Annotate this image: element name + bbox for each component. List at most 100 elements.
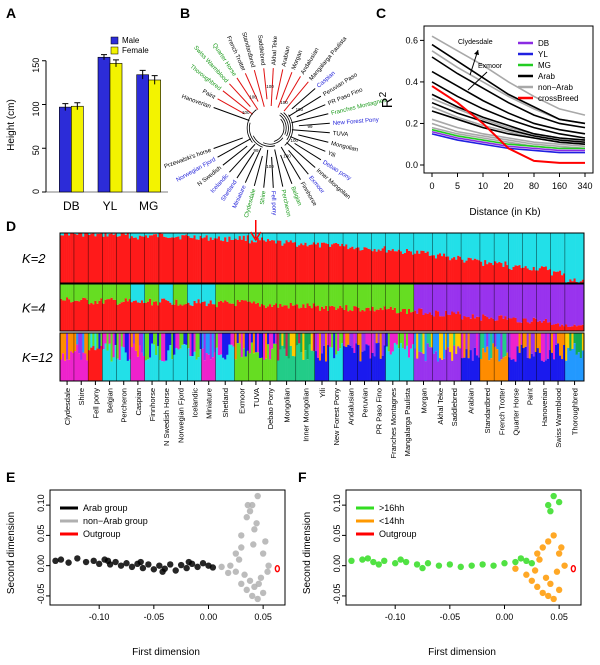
panel-d-ancestry-segment xyxy=(339,348,342,381)
panel-d-population-label: Belgian xyxy=(106,388,115,413)
panel-b-node-support: 99 xyxy=(253,148,259,153)
panel-d-ancestry-segment xyxy=(316,305,320,331)
panel-d-ancestry-segment xyxy=(418,253,421,283)
panel-d-ancestry-segment xyxy=(473,347,477,381)
panel-d-arrowhead xyxy=(250,231,262,242)
panel-d-ancestry-segment xyxy=(84,333,87,354)
panel-d-ancestry-segment xyxy=(66,359,69,381)
panel-d-ancestry-segment xyxy=(88,233,91,235)
panel-d-ancestry-segment xyxy=(201,284,204,303)
panel-d-ancestry-segment xyxy=(335,354,338,381)
panel-d-ancestry-segment xyxy=(102,303,105,331)
panel-d-ancestry-segment xyxy=(492,318,495,331)
panel-d-ancestry-segment xyxy=(430,347,434,381)
panel-d-ancestry-segment xyxy=(108,284,111,300)
panel-d-ancestry-segment xyxy=(475,355,479,381)
panel-d-ancestry-segment xyxy=(273,284,276,305)
panel-d-ancestry-segment xyxy=(347,233,350,250)
panel-d-ancestry-segment xyxy=(64,300,67,331)
panel-d-ancestry-segment xyxy=(506,233,509,266)
panel-e-y-tick-label: 0.05 xyxy=(36,525,46,543)
panel-f-data-point xyxy=(359,556,366,563)
panel-d-ancestry-segment xyxy=(343,346,346,381)
panel-d-ancestry-segment xyxy=(353,249,356,283)
panel-d-ancestry-segment xyxy=(516,333,519,347)
panel-d-ancestry-segment xyxy=(106,284,109,300)
panel-d-ancestry-segment xyxy=(327,333,330,346)
panel-d-ancestry-segment xyxy=(96,303,99,331)
panel-d-ancestry-segment xyxy=(62,235,65,283)
panel-d-ancestry-segment xyxy=(563,326,566,331)
panel-d-ancestry-segment xyxy=(548,233,552,270)
panel-d-ancestry-segment xyxy=(102,349,105,381)
panel-a-bar xyxy=(71,105,84,193)
panel-d-ancestry-segment xyxy=(432,255,436,283)
panel-d-ancestry-segment xyxy=(365,307,368,331)
panel-d-ancestry-segment xyxy=(76,234,79,283)
panel-d-ancestry-segment xyxy=(219,233,223,241)
panel-d-population-label: Quarter Horse xyxy=(512,388,521,436)
panel-d-ancestry-segment xyxy=(488,262,491,283)
panel-d-ancestry-segment xyxy=(416,313,419,331)
panel-d-ancestry-segment xyxy=(569,233,572,280)
panel-d-ancestry-segment xyxy=(389,284,393,307)
panel-d-ancestry-segment xyxy=(232,239,235,283)
panel-e-data-point xyxy=(251,526,258,533)
panel-d-ancestry-segment xyxy=(256,352,260,381)
panel-d-ancestry-segment xyxy=(224,284,227,301)
panel-d-ancestry-segment xyxy=(420,250,423,283)
panel-d-ancestry-segment xyxy=(68,284,71,300)
panel-c-x-axis-label: Distance (in Kb) xyxy=(469,207,540,218)
panel-d-ancestry-segment xyxy=(473,333,477,348)
panel-d-ancestry-segment xyxy=(269,240,272,283)
panel-d-ancestry-segment xyxy=(226,333,229,355)
panel-d-ancestry-segment xyxy=(163,333,166,362)
panel-d-ancestry-segment xyxy=(179,304,182,331)
panel-d-ancestry-segment xyxy=(74,300,77,331)
panel-d-ancestry-segment xyxy=(449,314,452,331)
panel-d-ancestry-segment xyxy=(339,246,342,283)
panel-d-ancestry-segment xyxy=(224,333,227,360)
panel-d-ancestry-segment xyxy=(142,233,146,237)
panel-d-ancestry-segment xyxy=(432,233,436,256)
panel-d-ancestry-segment xyxy=(88,333,91,351)
panel-d-ancestry-segment xyxy=(538,233,542,269)
panel-d-ancestry-segment xyxy=(447,314,450,331)
panel-c-y-axis-label: R2 xyxy=(378,91,396,108)
panel-d-ancestry-segment xyxy=(325,305,328,331)
panel-d-ancestry-segment xyxy=(165,360,168,381)
panel-d-ancestry-segment xyxy=(357,247,360,283)
panel-d-ancestry-segment xyxy=(339,305,342,331)
panel-d-ancestry-segment xyxy=(532,266,536,283)
panel-d-ancestry-segment xyxy=(484,315,487,331)
panel-d-ancestry-segment xyxy=(563,284,566,327)
panel-d-ancestry-segment xyxy=(469,318,473,331)
panel-d-ancestry-segment xyxy=(191,233,194,239)
panel-d-ancestry-segment xyxy=(563,333,566,345)
panel-d-ancestry-segment xyxy=(316,233,320,243)
panel-d-ancestry-segment xyxy=(333,284,336,307)
panel-d-ancestry-segment xyxy=(371,284,374,307)
panel-b-branch xyxy=(288,149,309,175)
panel-d-ancestry-segment xyxy=(457,346,460,381)
panel-d-ancestry-segment xyxy=(224,233,227,238)
panel-d-ancestry-segment xyxy=(439,233,442,254)
panel-d-ancestry-segment xyxy=(94,284,97,301)
panel-d-ancestry-segment xyxy=(213,233,217,239)
panel-d-ancestry-segment xyxy=(345,347,348,381)
panel-d-ancestry-segment xyxy=(387,308,391,331)
panel-d-ancestry-segment xyxy=(265,307,268,331)
panel-d-ancestry-segment xyxy=(327,284,330,311)
panel-d-ancestry-segment xyxy=(478,333,481,358)
panel-d-ancestry-segment xyxy=(428,312,432,331)
panel-d-ancestry-segment xyxy=(283,284,286,306)
panel-a-bar xyxy=(109,63,123,193)
panel-d-ancestry-segment xyxy=(385,309,389,331)
panel-e-data-point xyxy=(183,564,190,572)
panel-d-ancestry-segment xyxy=(106,236,109,283)
panel-d-ancestry-segment xyxy=(153,344,156,381)
panel-d-ancestry-segment xyxy=(453,233,456,258)
panel-d-ancestry-segment xyxy=(149,233,152,236)
panel-d-ancestry-segment xyxy=(118,284,121,304)
